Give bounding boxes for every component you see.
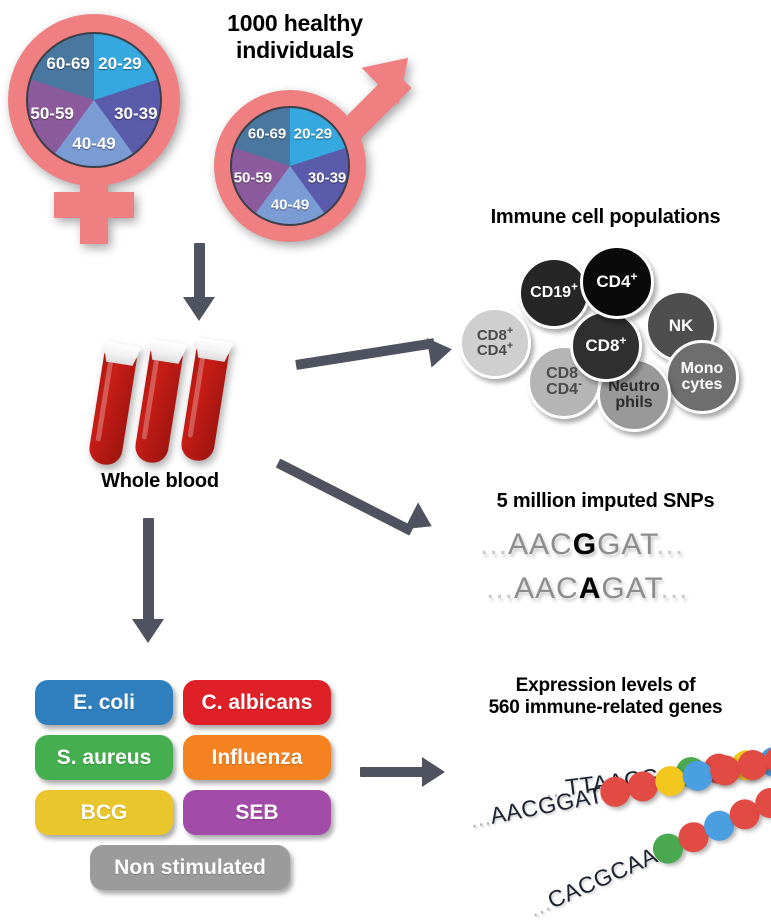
stimulus-label: C. albicans — [201, 690, 313, 714]
immune-cell-cluster: CD8+CD4+ CD19+ CD4+ NK CD8+CD8-CD4- Neutrophi… — [0, 0, 771, 450]
expression-title-line1: Expression levels of — [515, 675, 696, 696]
arrow-shaft — [143, 518, 154, 623]
arrow-head — [422, 757, 445, 787]
age-group-label-60-69: 60-69 — [46, 54, 90, 74]
strand-bead — [625, 768, 661, 805]
immune-cell-label: CD8+ — [585, 333, 627, 356]
snp-variant-base: A — [578, 572, 602, 605]
female-pie-chart: 20-29 30-39 40-49 50-59 60-69 — [26, 32, 162, 168]
expression-title-line2: 560 immune-related genes — [488, 697, 723, 719]
snp-prefix-dots: ... — [486, 572, 515, 605]
stimulus-box-influenza[interactable]: Influenza — [183, 735, 331, 780]
stimulation-conditions: E. coli C. albicans S. aureus Influenza BCG S… — [35, 680, 331, 890]
stimulus-box-c-albicans[interactable]: C. albicans — [183, 680, 331, 725]
arrow-cohort-to-blood — [180, 243, 220, 323]
stimulus-label: BCG — [80, 800, 128, 824]
strand-bead — [680, 758, 716, 794]
snp-pre-bases: AAC — [514, 572, 579, 605]
age-group-label-20-29: 20-29 — [98, 54, 142, 74]
immune-cell-label: Neutro phils — [608, 377, 660, 411]
snp-sequence-row: ...AACGGAT... — [480, 528, 684, 562]
snp-prefix-dots: ... — [480, 528, 509, 561]
snp-sequence-row: ...AACAGAT... — [486, 572, 689, 606]
immune-cell-label: CD8+ CD4+ — [476, 324, 514, 359]
snp-title: 5 million imputed SNPs — [496, 490, 715, 512]
arrow-shaft — [194, 243, 205, 301]
age-group-label-40-49: 40-49 — [72, 134, 116, 153]
male-pie-chart: 20-29 30-39 40-49 50-59 60-69 — [230, 106, 350, 226]
age-group-label-40-49: 40-49 — [270, 196, 310, 214]
stimulus-label: SEB — [235, 800, 279, 824]
immune-cell-label: Mono cytes — [680, 359, 724, 393]
immune-cell-cd19: CD19+ — [518, 257, 590, 329]
age-group-label-50-59: 50-59 — [233, 169, 273, 187]
age-group-label-50-59: 50-59 — [30, 103, 74, 123]
stimulus-label: E. coli — [73, 690, 135, 714]
immune-cell-cd8: CD8+ — [570, 310, 642, 382]
stimulus-label: Non stimulated — [114, 855, 266, 879]
immune-cell-cd4: CD4+ — [580, 245, 654, 319]
immune-cell-label: CD8-CD4- — [546, 363, 582, 398]
male-pie-ring: 20-29 30-39 40-49 50-59 60-69 — [214, 90, 366, 242]
immune-cell-monocytes: Mono cytes — [665, 340, 739, 414]
page-title-line1: 1000 healthy — [227, 10, 363, 36]
age-group-label-30-39: 30-39 — [307, 169, 347, 187]
arrow-shaft — [360, 767, 426, 777]
stimulus-box-non-stimulated[interactable]: Non stimulated — [90, 845, 290, 890]
snp-post-bases: GAT — [597, 528, 657, 561]
strand-prefix-dots: ... — [467, 802, 493, 833]
stimulus-box-seb[interactable]: SEB — [183, 790, 331, 835]
snp-pre-bases: AAC — [508, 528, 573, 561]
strand-sequence-text: ...AACGGAT — [467, 781, 605, 833]
female-stem-horizontal — [54, 192, 134, 218]
snp-sequences: ...AACGGAT... ...AACAGAT... — [480, 528, 770, 618]
immune-cell-cd8-cd4: CD8+ CD4+ — [459, 307, 531, 379]
page-title: 1000 healthy individuals — [175, 10, 415, 64]
stimulus-box-s-aureus[interactable]: S. aureus — [35, 735, 173, 780]
strand-bead — [707, 752, 743, 788]
female-pie-ring: 20-29 30-39 40-49 50-59 60-69 — [8, 14, 180, 186]
age-group-label-60-69: 60-69 — [247, 125, 287, 143]
page-title-line2: individuals — [236, 37, 354, 64]
arrow-blood-to-stimulation — [131, 518, 171, 648]
strand-bead — [652, 763, 688, 799]
male-symbol: 20-29 30-39 40-49 50-59 60-69 — [208, 39, 427, 242]
immune-cell-populations-title: Immune cell populations — [490, 206, 721, 228]
stimulus-label: S. aureus — [56, 745, 152, 769]
stimulus-label: Influenza — [211, 745, 303, 769]
immune-cell-label: NK — [668, 316, 694, 336]
snp-suffix-dots: ... — [660, 572, 689, 605]
stimulus-box-bcg[interactable]: BCG — [35, 790, 173, 835]
expression-title: Expression levels of 560 immune-related … — [440, 675, 771, 720]
immune-cell-label: CD19+ — [530, 281, 578, 301]
strand-bead — [735, 747, 771, 783]
snp-variant-base: G — [572, 528, 598, 561]
stimulus-box-e-coli[interactable]: E. coli — [35, 680, 173, 725]
arrow-head — [132, 619, 164, 643]
snp-suffix-dots: ... — [656, 528, 685, 561]
age-group-label-30-39: 30-39 — [114, 103, 158, 123]
arrow-head — [183, 297, 215, 321]
strand-prefix-dots: ... — [524, 889, 554, 922]
strand-sequence-text: ...CACGCAA — [524, 841, 662, 922]
arrow-stimulation-to-expression — [360, 755, 470, 789]
immune-cell-label: CD4+ — [596, 269, 638, 292]
whole-blood-label: Whole blood — [101, 470, 219, 492]
snp-post-bases: GAT — [601, 572, 661, 605]
age-group-label-20-29: 20-29 — [293, 125, 333, 143]
female-symbol: 20-29 30-39 40-49 50-59 60-69 — [8, 14, 180, 244]
